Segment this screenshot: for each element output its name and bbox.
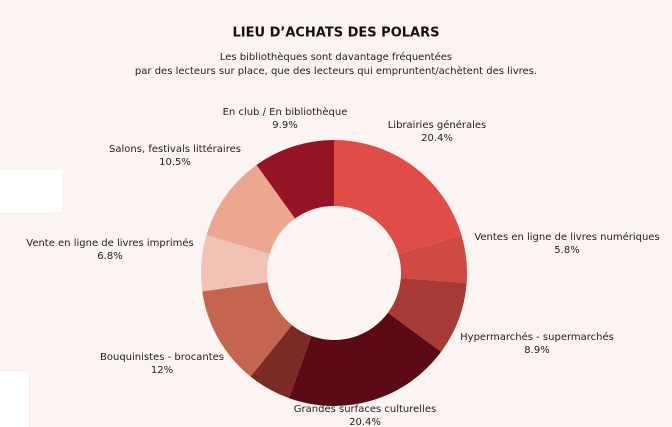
subtitle: par des lecteurs sur place, que des lect… [135, 65, 537, 77]
segment-label: Vente en ligne de livres imprimés [26, 237, 194, 249]
chart-title: LIEU D’ACHATS DES POLARS [233, 26, 440, 41]
donut-segment [288, 312, 442, 407]
value-label: 20.4% [421, 133, 453, 144]
segment-label: Bouquinistes - brocantes [100, 352, 224, 363]
segment-label: Ventes en ligne de livres numériques [474, 231, 659, 243]
value-label: 6.8% [97, 251, 122, 262]
value-label: 20.4% [349, 417, 381, 427]
segment-label: Hypermarchés - supermarchés [460, 331, 614, 343]
segment-label: En club / En bibliothèque [223, 106, 348, 118]
donut-segment [334, 140, 462, 254]
segment-label: Librairies générales [388, 119, 487, 131]
panel [0, 372, 28, 427]
value-label: 8.9% [524, 345, 549, 356]
segment-label: Salons, festivals littéraires [109, 143, 241, 155]
donut-segment [398, 235, 467, 284]
value-label: 5.8% [554, 245, 579, 256]
donut-segment [206, 164, 295, 254]
donut-segment [256, 140, 334, 219]
value-label: 12% [151, 365, 173, 376]
donut-segment [201, 235, 270, 292]
donut-segment [387, 278, 467, 352]
segment-label: Grandes surfaces culturelles [294, 404, 436, 415]
panel [0, 170, 62, 212]
donut-segment [202, 282, 292, 377]
value-label: 10.5% [159, 157, 191, 168]
subtitle: Les bibliothèques sont davantage fréquen… [220, 51, 452, 63]
value-label: 9.9% [272, 120, 297, 131]
donut-segment [250, 325, 312, 399]
